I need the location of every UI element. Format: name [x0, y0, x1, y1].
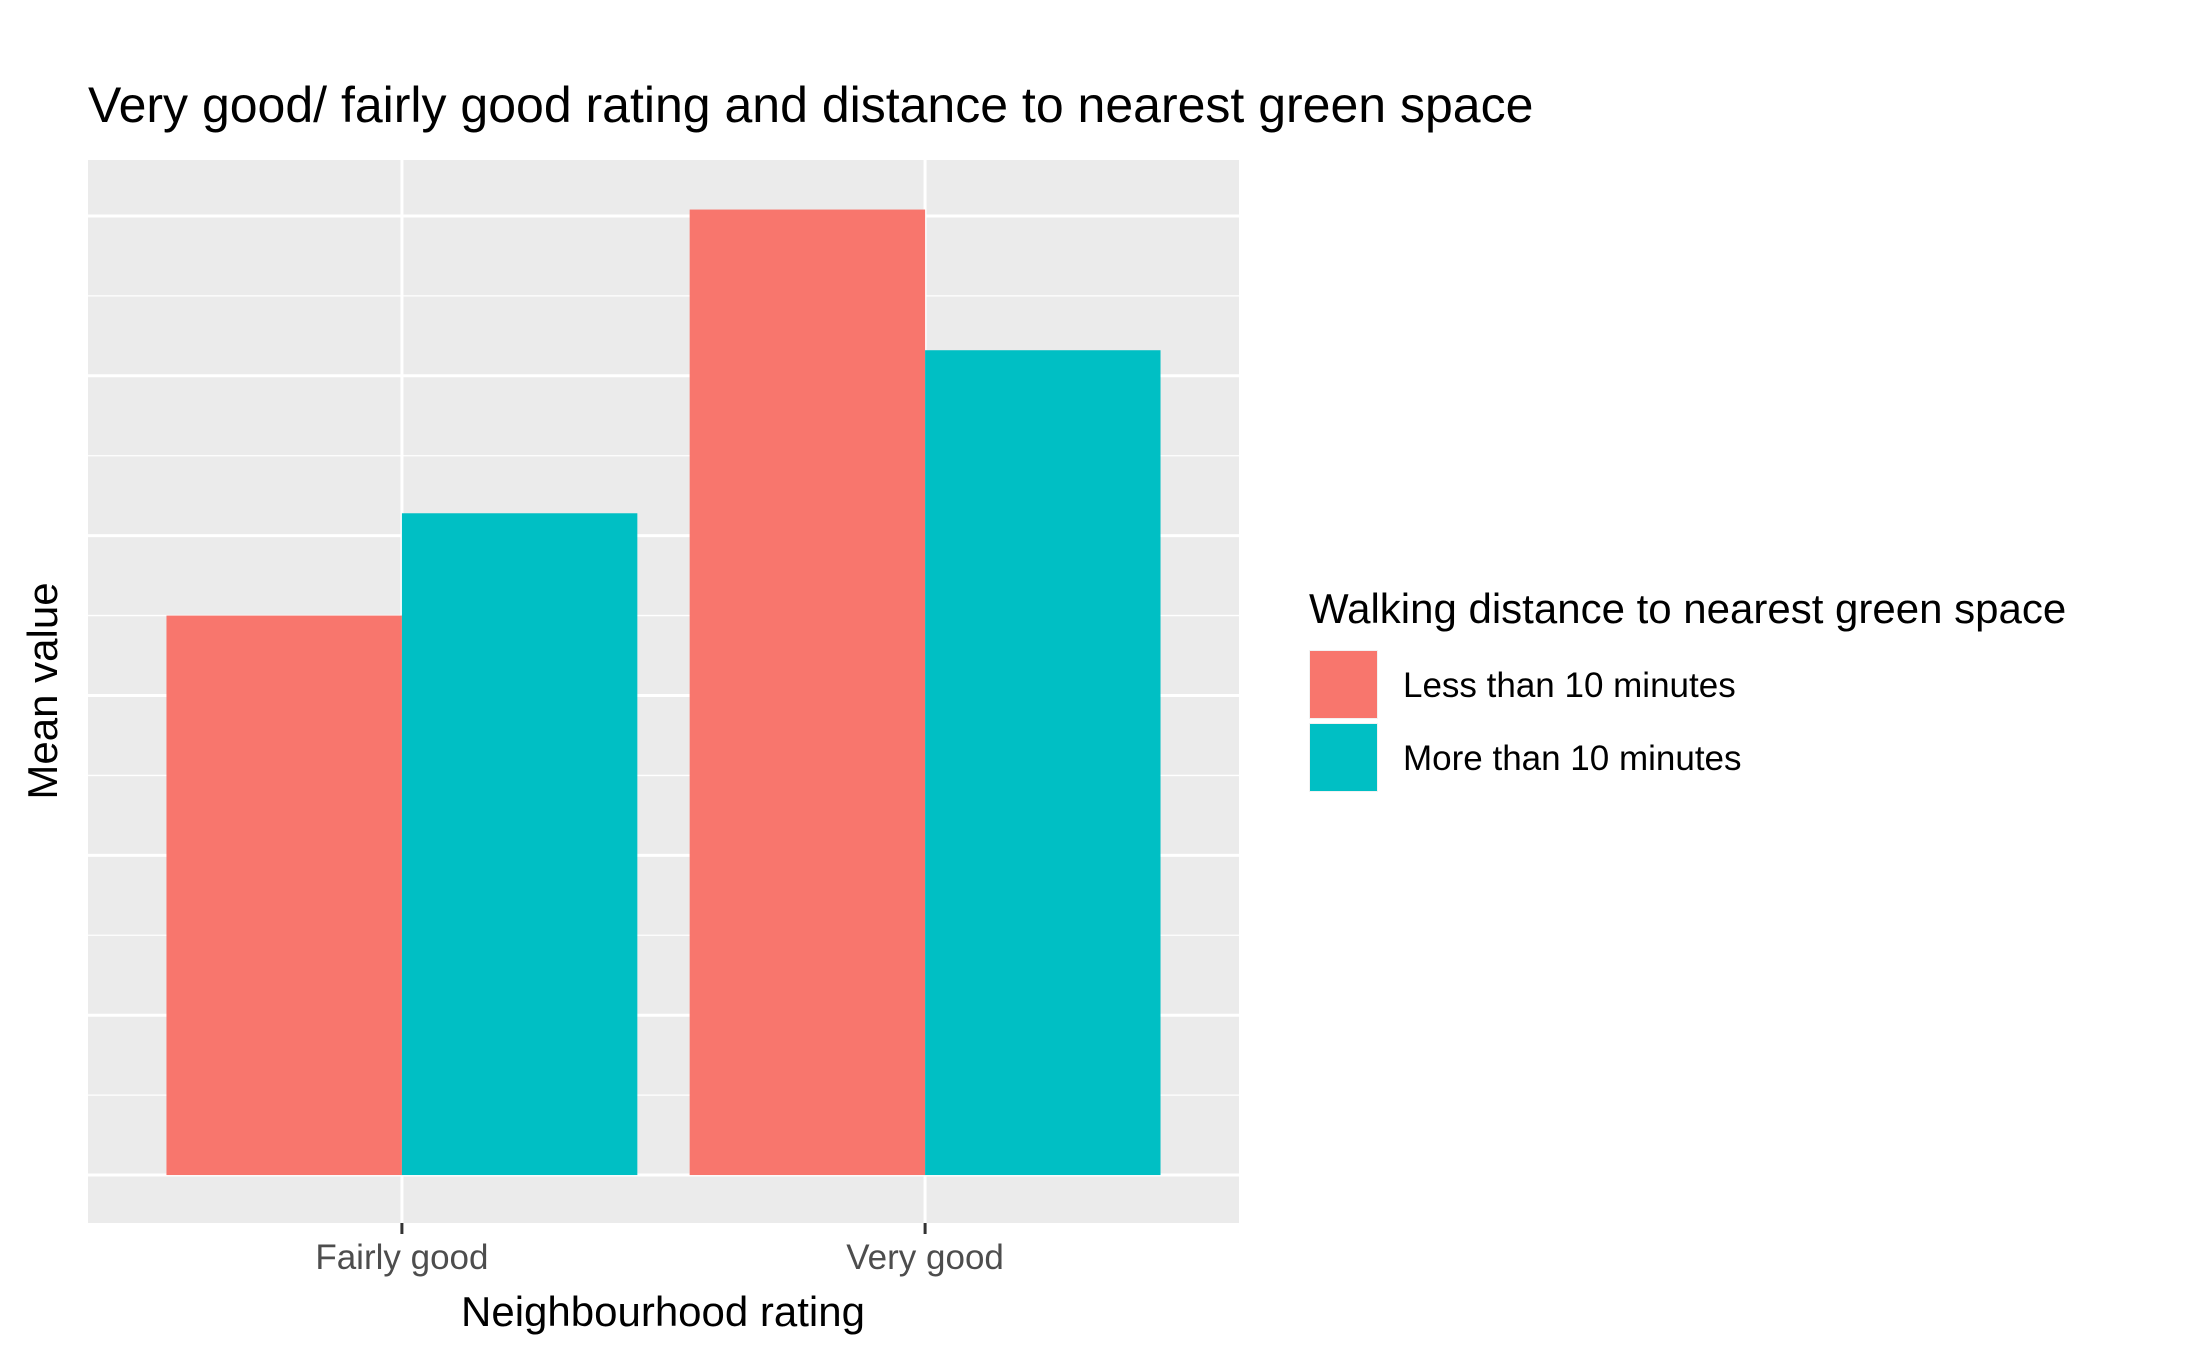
legend-items: Less than 10 minutes More than 10 minutes: [1309, 650, 1742, 792]
bar: [689, 209, 926, 1176]
legend-label: More than 10 minutes: [1403, 739, 1742, 778]
bar: [401, 513, 638, 1176]
x-tick-label: Very good: [846, 1238, 1004, 1277]
legend-label: Less than 10 minutes: [1403, 666, 1736, 705]
bars: [166, 209, 1161, 1176]
legend-key: [1310, 651, 1377, 718]
chart-title: Very good/ fairly good rating and distan…: [88, 77, 1533, 133]
y-axis-title: Mean value: [19, 582, 66, 799]
x-axis-title: Neighbourhood rating: [461, 1288, 865, 1335]
bar: [925, 350, 1161, 1176]
bar: [166, 615, 402, 1176]
legend: Walking distance to nearest green space …: [1309, 585, 2066, 792]
legend-key: [1310, 724, 1377, 791]
x-axis: Fairly good Very good: [315, 1223, 1004, 1277]
legend-title: Walking distance to nearest green space: [1309, 585, 2066, 632]
x-tick-label: Fairly good: [315, 1238, 488, 1277]
